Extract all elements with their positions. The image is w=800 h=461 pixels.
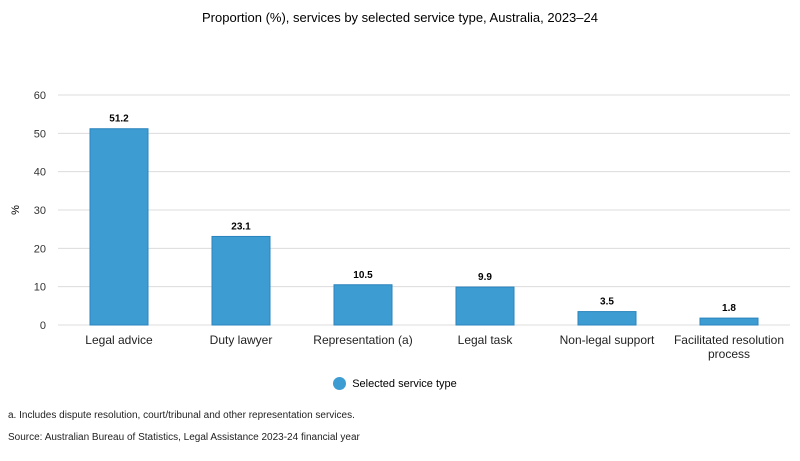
chart-title: Proportion (%), services by selected ser…: [202, 10, 598, 25]
y-tick-label: 0: [40, 320, 46, 332]
y-axis-title: %: [10, 205, 22, 215]
data-label: 9.9: [478, 272, 492, 283]
legend-swatch: [333, 377, 347, 390]
source-note: Source: Australian Bureau of Statistics,…: [8, 432, 360, 443]
bar: [699, 317, 759, 326]
data-label: 51.2: [109, 114, 129, 125]
legend-label: Selected service type: [352, 377, 457, 390]
x-tick-label: Duty lawyer: [210, 333, 273, 347]
x-tick-label: process: [708, 347, 750, 361]
x-tick-label: Representation (a): [313, 333, 412, 347]
bar: [89, 128, 149, 326]
y-tick-label: 50: [34, 128, 46, 140]
y-tick-label: 10: [34, 282, 46, 294]
data-label: 1.8: [722, 303, 736, 314]
bar: [577, 311, 637, 326]
bar: [455, 286, 515, 326]
data-label: 10.5: [353, 270, 373, 281]
footnote: a. Includes dispute resolution, court/tr…: [8, 410, 355, 421]
x-tick-label: Non-legal support: [560, 333, 655, 347]
data-label: 23.1: [231, 221, 251, 232]
x-tick-label: Facilitated resolution: [674, 333, 784, 347]
y-tick-label: 20: [34, 243, 46, 255]
x-tick-label: Legal advice: [85, 333, 153, 347]
bar: [211, 235, 271, 326]
chart-legend[interactable]: Selected service type: [0, 377, 800, 390]
y-tick-label: 30: [34, 205, 46, 217]
data-label: 3.5: [600, 297, 614, 308]
y-tick-label: 60: [34, 90, 46, 102]
y-tick-label: 40: [34, 167, 46, 179]
bar: [333, 284, 393, 326]
x-tick-label: Legal task: [458, 333, 514, 347]
